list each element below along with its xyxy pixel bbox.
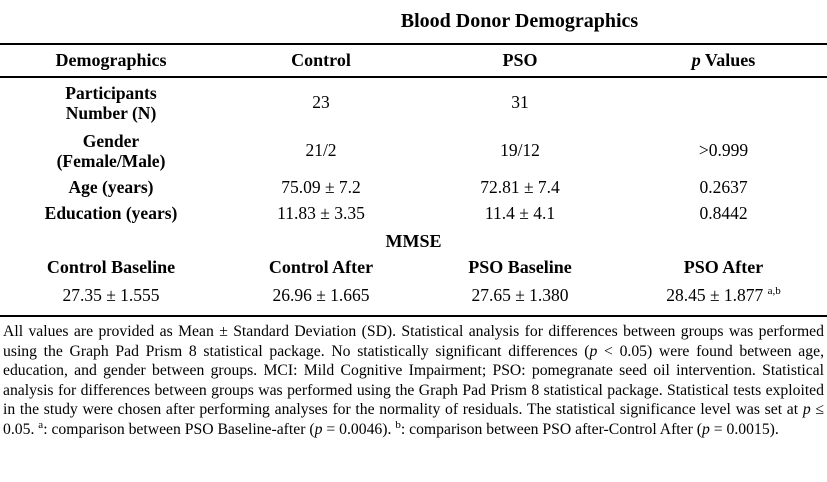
footnote-italic-p-1: p (589, 342, 598, 360)
col-header-p-values: p Values (620, 50, 827, 71)
row-label-participants-line1: Participants (65, 82, 157, 103)
footnote-text-7: = 0.0015). (709, 420, 779, 438)
row-label-education: Education (years) (44, 203, 178, 223)
age-p-value: 0.2637 (699, 176, 748, 197)
row-label-gender-line1: Gender (82, 130, 140, 151)
mmse-section-header: MMSE (385, 231, 442, 251)
mmse-pso-baseline-value: 27.65 ± 1.380 (471, 284, 569, 305)
gender-control-value: 21/2 (305, 140, 337, 160)
footnote-text-3: ≤ 0.05. (3, 401, 824, 438)
row-label-participants-line2: Number (N) (65, 102, 157, 123)
gender-pso-value: 19/12 (500, 140, 540, 160)
mmse-header-control-after: Control After (268, 256, 374, 277)
age-pso-value: 72.81 ± 7.4 (480, 176, 560, 197)
participants-pso-value: 31 (511, 92, 529, 112)
table-row-age: Age (years) 75.09 ± 7.2 72.81 ± 7.4 0.26… (0, 174, 827, 200)
table-row-participants: Participants Number (N) 23 31 (0, 78, 827, 127)
footnote-text-2: < 0.05) were found between age, educatio… (3, 342, 824, 419)
table-footnote: All values are provided as Mean ± Standa… (0, 322, 827, 440)
footnote-italic-p-2: p (802, 401, 811, 419)
table-header-row: Demographics Control PSO p Values (0, 45, 827, 78)
row-label-gender-line2: (Female/Male) (56, 150, 166, 171)
footnote-text-4: : comparison between PSO Baseline-after … (43, 420, 315, 438)
mmse-values-row: 27.35 ± 1.555 26.96 ± 1.665 27.65 ± 1.38… (0, 280, 827, 310)
footnote-superscript-a: a (38, 418, 44, 431)
table-title: Blood Donor Demographics (400, 10, 639, 32)
p-values-rest: Values (700, 50, 756, 70)
education-pso-value: 11.4 ± 4.1 (484, 202, 556, 223)
footnote-text-6: : comparison between PSO after-Control A… (400, 420, 702, 438)
col-header-demographics: Demographics (55, 50, 167, 70)
gender-p-value: >0.999 (698, 140, 749, 160)
mmse-subheader-row: Control Baseline Control After PSO Basel… (0, 254, 827, 280)
age-control-value: 75.09 ± 7.2 (281, 176, 361, 197)
mmse-header-pso-after: PSO After (683, 256, 764, 277)
p-values-italic-p: p (691, 50, 701, 70)
education-control-value: 11.83 ± 3.35 (277, 202, 365, 223)
footnote-italic-p-3: p (314, 420, 323, 438)
participants-control-value: 23 (312, 92, 330, 112)
mmse-pso-after-value: 28.45 ± 1.877 a,b (620, 285, 827, 306)
mmse-control-after-value: 26.96 ± 1.665 (272, 284, 370, 305)
footnote-superscript-b: b (395, 418, 401, 431)
footnote-italic-p-4: p (702, 420, 710, 438)
education-p-value: 0.8442 (699, 202, 748, 223)
mmse-header-control-baseline: Control Baseline (46, 256, 176, 277)
row-label-gender: Gender (Female/Male) (0, 131, 222, 171)
mmse-header-pso-baseline: PSO Baseline (468, 256, 572, 277)
footnote-text-5: = 0.0046). (322, 420, 396, 438)
row-label-age: Age (years) (68, 177, 154, 197)
mmse-control-baseline-value: 27.35 ± 1.555 (62, 284, 160, 305)
mmse-pso-after-number: 28.45 ± 1.877 (666, 284, 764, 305)
col-header-control: Control (291, 50, 351, 70)
demographics-table: Demographics Control PSO p Values Partic… (0, 43, 827, 317)
footnote-text-1: All values are provided as Mean ± Standa… (3, 323, 824, 360)
mmse-pso-after-superscript: a,b (767, 284, 781, 297)
col-header-pso: PSO (502, 50, 538, 70)
row-label-participants: Participants Number (N) (0, 83, 222, 123)
table-row-education: Education (years) 11.83 ± 3.35 11.4 ± 4.… (0, 200, 827, 226)
table-row-gender: Gender (Female/Male) 21/2 19/12 >0.999 (0, 127, 827, 174)
